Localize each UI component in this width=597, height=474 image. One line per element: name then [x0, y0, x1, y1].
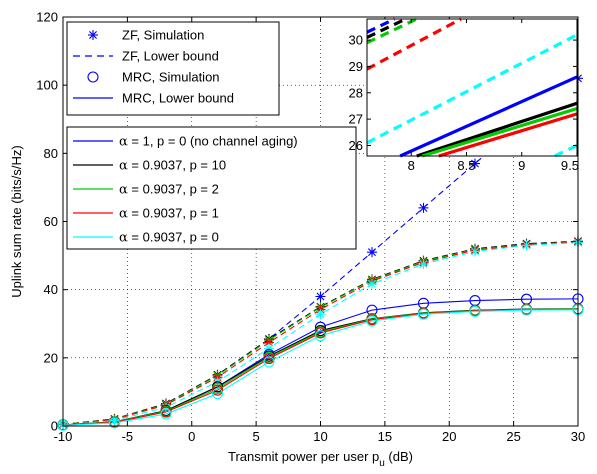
x-tick-label: 5 — [253, 429, 260, 444]
legend-label-alpha-p2: α = 0.9037, p = 2 — [119, 182, 219, 198]
inset-background — [367, 19, 577, 156]
series-line-zf-0-9037-p-1 — [62, 241, 579, 426]
legend-markers: ZF, Simulation ZF, Lower bound MRC, Simu… — [66, 21, 280, 116]
marker-zf-zf-1-p-0 — [315, 291, 326, 302]
x-axis-label-subscript: u — [379, 458, 385, 469]
marker-mrc-mrc-0-9037-p-0 — [263, 356, 275, 368]
x-tick-label: 0 — [188, 429, 195, 444]
marker-mrc-mrc-0-9037-p-0 — [108, 417, 121, 429]
marker-zf-zf-0-9037-p-0 — [521, 240, 532, 251]
series-line-zf-0-9037-p-2 — [62, 241, 579, 426]
marker-mrc-mrc-0-9037-p-1 — [314, 327, 327, 339]
y-tick-label: 40 — [44, 282, 58, 297]
series-line-mrc-0-9037-p-1 — [62, 308, 579, 426]
inset-line-zf-0-9037-p-10-dashed — [366, 17, 407, 39]
main-tick-labels: -10 -5 0 5 10 15 20 25 30 0 20 40 60 80 100 120 — [36, 10, 585, 445]
marker-zf-zf-0-9037-p-0 — [470, 246, 480, 257]
marker-mrc-mrc-0-9037-p-1 — [211, 384, 224, 396]
marker-zf-zf-1-p-0 — [418, 202, 429, 213]
legend-markers-box — [66, 21, 280, 116]
marker-mrc-mrc-0-9037-p-0 — [520, 304, 533, 316]
x-tick-label: 10 — [313, 429, 327, 444]
y-tick-label: 0 — [51, 419, 58, 434]
inset-y-tick-label: 29 — [349, 59, 363, 74]
inset-series — [366, 17, 578, 158]
y-tick-label: 80 — [44, 146, 58, 161]
legend-colors: α = 1, p = 0 (no channel aging) α = 0.90… — [66, 126, 357, 250]
inset-line-zf-0-9037-p-1-dashed — [366, 17, 462, 71]
marker-mrc-mrc-0-9037-p-0 — [417, 308, 430, 320]
marker-mrc-mrc-0-9037-p-0 — [211, 388, 224, 400]
legend-label-mrc-simulation: MRC, Simulation — [122, 70, 220, 85]
inset-line-zf-0-9037-p-2-dashed — [366, 17, 418, 45]
legend-sample-asterisk — [88, 30, 98, 40]
inset-x-tick-label: 8 — [408, 158, 415, 173]
marker-mrc-mrc-0-9037-p-0 — [469, 305, 481, 318]
legend-label-zf-lower-bound: ZF, Lower bound — [122, 49, 219, 64]
series-line-zf-0-9037-p-10 — [62, 240, 579, 425]
inset-line-mrc-0-9037-p-10-solid — [416, 101, 578, 158]
main-ticks — [62, 16, 579, 427]
marker-mrc-mrc-0-9037-p-1 — [263, 352, 275, 365]
x-tick-label: -5 — [122, 429, 134, 444]
y-tick-label: 60 — [44, 214, 58, 229]
marker-mrc-mrc-0-9037-p-0 — [314, 330, 327, 342]
legend-label-alpha-p10: α = 0.9037, p = 10 — [119, 158, 226, 174]
inset-y-tick-label: 28 — [349, 85, 363, 100]
inset-line-mrc-1-p-0-solid — [399, 75, 578, 158]
inset-x-tick-label: 8.5 — [457, 158, 475, 173]
marker-mrc-mrc-0-9037-p-0 — [160, 408, 172, 420]
marker-zf-zf-0-9037-p-0 — [418, 259, 429, 270]
legend-label-zf-simulation: ZF, Simulation — [122, 28, 204, 43]
legend-markers-samples — [73, 30, 113, 99]
legend-colors-box — [66, 126, 357, 250]
y-axis-label: Uplink sum rate (bits/s/Hz) — [9, 145, 24, 297]
y-tick-label: 100 — [36, 78, 58, 93]
inset-line-mrc-0-9037-p-1-solid — [438, 112, 578, 158]
inset-x-tick-label: 9.5 — [561, 158, 579, 173]
inset-frame — [366, 18, 578, 157]
legend-label-alpha-p0: α = 0.9037, p = 0 — [119, 230, 219, 246]
inset-x-tick-label: 9 — [518, 158, 525, 173]
inset-plot: 8 8.5 9 9.5 26 27 28 29 30 — [349, 17, 579, 173]
x-tick-label: 20 — [442, 429, 456, 444]
inset-line-mrc-0-9037-p-0-dashed — [554, 144, 578, 158]
x-tick-label: -10 — [54, 429, 73, 444]
inset-line-zf-1-p-0-dashed — [366, 17, 396, 34]
marker-mrc-mrc-1-p-0 — [314, 321, 327, 333]
inset-y-tick-label: 30 — [349, 33, 363, 48]
marker-zf-zf-1-p-0 — [367, 247, 377, 258]
inset-y-tick-label: 27 — [349, 112, 363, 127]
x-tick-label: 25 — [506, 429, 520, 444]
legend-label-alpha-p1: α = 0.9037, p = 1 — [119, 206, 219, 222]
y-tick-label: 120 — [36, 10, 58, 25]
x-tick-label: 15 — [378, 429, 392, 444]
y-tick-label: 20 — [44, 350, 58, 365]
inset-line-mrc-0-9037-p-2-solid — [421, 107, 578, 158]
inset-line-zf-0-9037-p-0-dashed — [366, 33, 578, 145]
legend-label-alpha-1: α = 1, p = 0 (no channel aging) — [119, 134, 298, 150]
inset-ticks — [367, 19, 578, 156]
legend-label-mrc-lower-bound: MRC, Lower bound — [122, 91, 234, 106]
inset-tick-labels: 8 8.5 9 9.5 26 27 28 29 30 — [349, 33, 579, 173]
x-axis-label-suffix: (dB) — [385, 449, 413, 464]
legend-colors-samples — [73, 140, 113, 238]
marker-mrc-mrc-0-9037-p-0 — [366, 315, 378, 327]
marker-zf-zf-0-9037-p-0 — [367, 278, 377, 289]
legend-sample-circle — [87, 71, 99, 83]
marker-zf-zf-0-9037-p-0 — [315, 309, 326, 320]
inset-y-tick-label: 26 — [349, 138, 363, 153]
marker-zf-zf-1-p-0 — [470, 158, 480, 169]
x-axis-label: Transmit power per user pu (dB) — [228, 449, 413, 469]
x-tick-label: 30 — [571, 429, 585, 444]
